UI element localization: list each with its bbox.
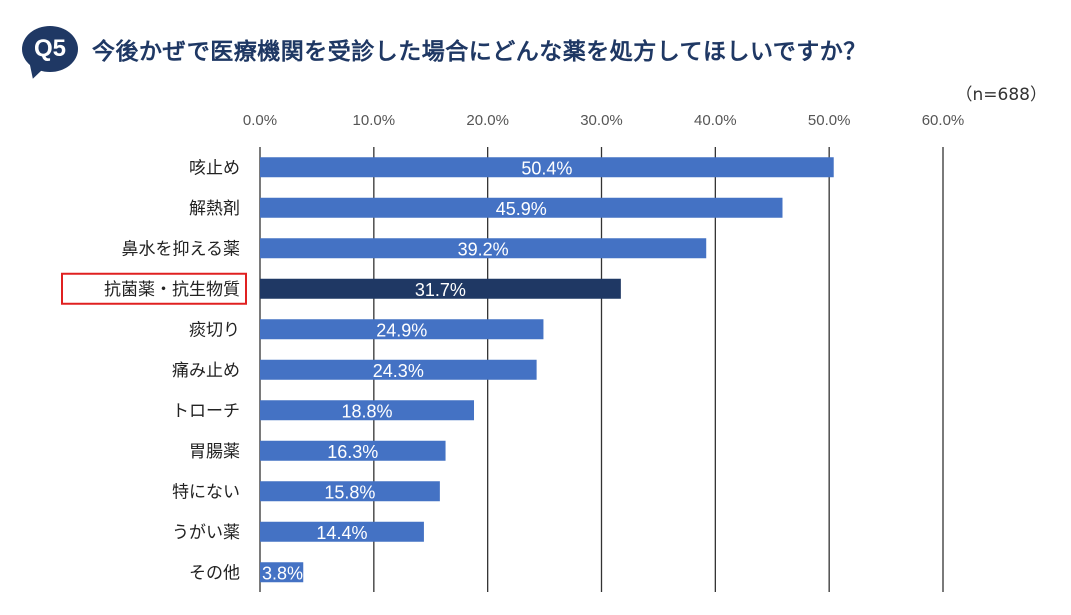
category-label: 咳止め	[189, 158, 240, 178]
question-number-badge: Q5	[22, 26, 78, 72]
bar	[260, 400, 475, 421]
category-label: 痛み止め	[172, 361, 240, 381]
category-label: トローチ	[172, 401, 240, 421]
x-tick-label: 30.0%	[580, 112, 623, 129]
x-tick-label: 0.0%	[243, 112, 277, 129]
data-label: 15.8%	[324, 482, 375, 502]
highlight-box	[61, 272, 247, 305]
data-label: 50.4%	[521, 158, 572, 178]
bar	[260, 562, 304, 583]
bar	[260, 319, 544, 340]
bar	[260, 197, 783, 218]
category-label: 特にない	[172, 482, 240, 502]
data-label: 24.9%	[376, 320, 427, 340]
chart-title: 今後かぜで医療機関を受診した場合にどんな薬を処方してほしいですか？	[92, 39, 867, 65]
x-tick-label: 40.0%	[694, 112, 737, 129]
sample-size-label: （n=688）	[955, 85, 1047, 105]
bar	[260, 157, 834, 178]
category-label: 痰切り	[189, 320, 240, 340]
category-label: うがい薬	[172, 523, 240, 543]
x-tick-label: 60.0%	[922, 112, 965, 129]
bar	[260, 440, 446, 461]
data-label: 16.3%	[327, 442, 378, 462]
data-label: 45.9%	[496, 199, 547, 219]
category-label: 解熱剤	[189, 199, 240, 219]
bar	[260, 238, 707, 259]
bar	[260, 278, 621, 299]
data-label: 39.2%	[458, 239, 509, 259]
x-tick-label: 50.0%	[808, 112, 851, 129]
data-label: 14.4%	[316, 523, 367, 543]
bar	[260, 481, 440, 502]
question-header: Q5 今後かぜで医療機関を受診した場合にどんな薬を処方してほしいですか？	[22, 24, 867, 74]
data-label: 18.8%	[341, 401, 392, 421]
data-label: 3.8%	[262, 563, 303, 583]
category-label: 鼻水を抑える薬	[122, 239, 241, 259]
data-label: 24.3%	[373, 361, 424, 381]
bar	[260, 359, 537, 380]
x-tick-label: 20.0%	[466, 112, 509, 129]
category-label: その他	[189, 563, 240, 583]
bar	[260, 521, 424, 542]
data-label: 31.7%	[415, 280, 466, 300]
category-label: 胃腸薬	[189, 442, 240, 462]
x-tick-label: 10.0%	[353, 112, 396, 129]
category-label: 抗菌薬・抗生物質	[104, 280, 240, 300]
